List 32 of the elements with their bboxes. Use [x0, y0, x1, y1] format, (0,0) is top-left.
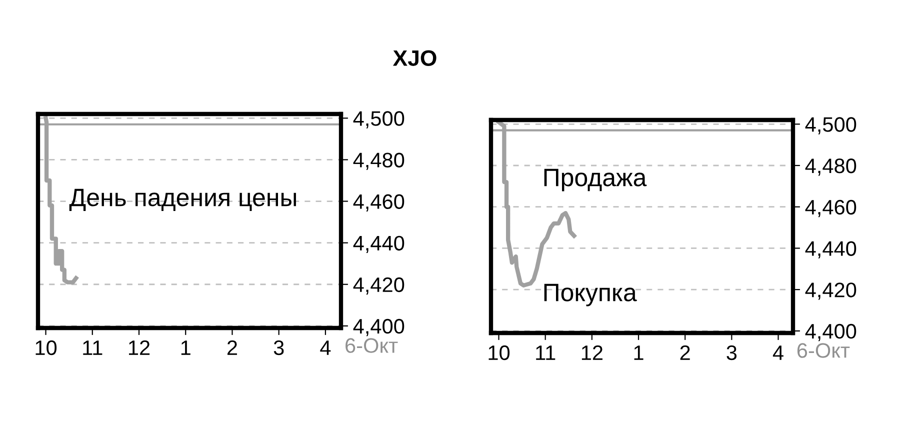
y-tick-label: 4,400 [353, 318, 404, 336]
y-tick-label: 4,500 [353, 111, 404, 128]
annotation: Покупка [544, 284, 637, 306]
y-tick-label: 4,420 [353, 277, 404, 295]
x-axis-title: 6-Окт [797, 343, 850, 358]
x-tick-label: 4 [772, 346, 784, 360]
x-tick-label: 2 [680, 345, 690, 360]
x-tick-label: 10 [36, 340, 57, 356]
y-tick-label: 4,460 [353, 194, 404, 212]
x-tick-label: 11 [83, 340, 102, 355]
x-tick-label: 3 [726, 345, 737, 360]
y-tick-label: 4,440 [353, 236, 404, 254]
x-tick-label: 11 [536, 346, 556, 360]
y-tick-label: 4,460 [805, 200, 856, 218]
y-tick-label: 4,480 [805, 158, 856, 176]
x-tick-label: 12 [582, 345, 602, 360]
y-tick-label: 4,440 [805, 241, 856, 258]
y-tick-label: 4,420 [805, 282, 856, 300]
x-axis-title: 6-Окт [346, 338, 398, 353]
x-tick-label: 1 [181, 340, 190, 355]
annotation: Продажа [544, 168, 647, 192]
text: XJO [392, 50, 436, 66]
x-tick-label: 10 [488, 345, 510, 360]
x-tick-label: 2 [227, 340, 237, 355]
x-tick-label: 12 [129, 340, 150, 355]
y-tick-label: 4,500 [805, 117, 856, 134]
x-tick-label: 4 [320, 340, 331, 355]
x-tick-label: 3 [274, 340, 284, 356]
annotation: День падения цены [69, 188, 296, 212]
y-tick-label: 4,480 [353, 152, 404, 170]
x-tick-label: 1 [634, 346, 644, 360]
y-tick-label: 4,400 [805, 324, 856, 342]
